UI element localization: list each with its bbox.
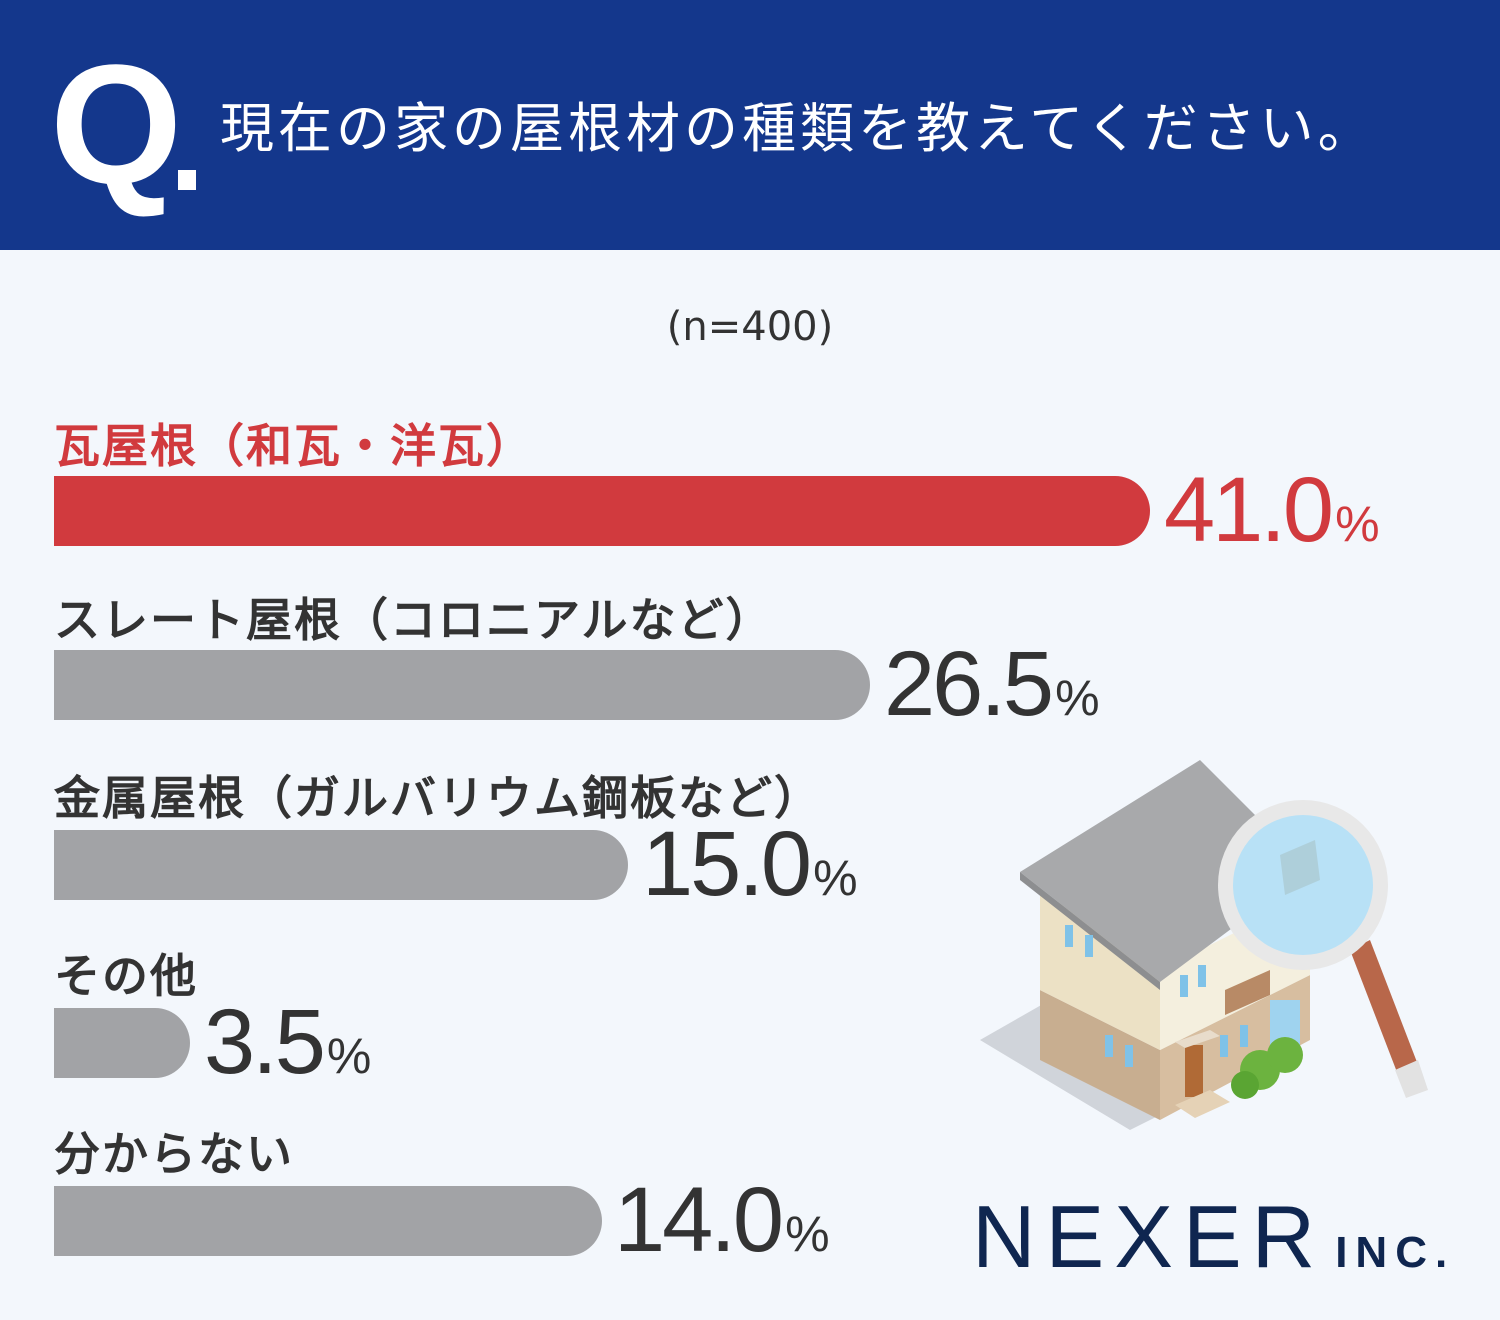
value-number: 15.0 bbox=[642, 813, 812, 915]
value-unit: % bbox=[1055, 670, 1100, 726]
q-mark: Q bbox=[50, 30, 182, 220]
logo-main: NEXER bbox=[972, 1187, 1326, 1286]
question-text: 現在の家の屋根材の種類を教えてください。 bbox=[220, 97, 1376, 160]
value-number: 26.5 bbox=[884, 633, 1054, 735]
value-label: 14.0% bbox=[614, 1174, 830, 1266]
question-header: Q 現在の家の屋根材の種類を教えてください。 bbox=[0, 0, 1500, 250]
bar-unknown bbox=[54, 1186, 602, 1256]
value-number: 3.5 bbox=[204, 991, 326, 1093]
value-label: 15.0% bbox=[642, 818, 858, 910]
category-label: 瓦屋根（和瓦・洋瓦） bbox=[54, 419, 534, 473]
bar-metal bbox=[54, 830, 628, 900]
value-unit: % bbox=[1335, 496, 1380, 552]
sample-size: (n=400) bbox=[666, 304, 834, 350]
category-label: 金属屋根（ガルバリウム鋼板など） bbox=[54, 771, 822, 825]
bar-roof-tile bbox=[54, 476, 1150, 546]
nexer-logo: NEXER INC. bbox=[972, 1186, 1455, 1288]
value-unit: % bbox=[813, 850, 858, 906]
category-label: スレート屋根（コロニアルなど） bbox=[54, 593, 774, 647]
value-label: 41.0% bbox=[1164, 464, 1380, 556]
value-unit: % bbox=[326, 1028, 372, 1084]
value-label: 26.5% bbox=[884, 638, 1100, 730]
category-label: その他 bbox=[54, 949, 198, 1003]
value-unit: % bbox=[785, 1206, 830, 1262]
category-label: 分からない bbox=[54, 1127, 294, 1181]
logo-sub: INC. bbox=[1335, 1228, 1456, 1277]
value-number: 41.0 bbox=[1164, 459, 1334, 561]
bar-other bbox=[54, 1008, 190, 1078]
house-with-magnifier-icon bbox=[980, 760, 1428, 1130]
q-dot bbox=[178, 170, 196, 190]
value-label: 3.5% bbox=[204, 996, 371, 1088]
value-number: 14.0 bbox=[614, 1169, 784, 1271]
bar-slate bbox=[54, 650, 870, 720]
